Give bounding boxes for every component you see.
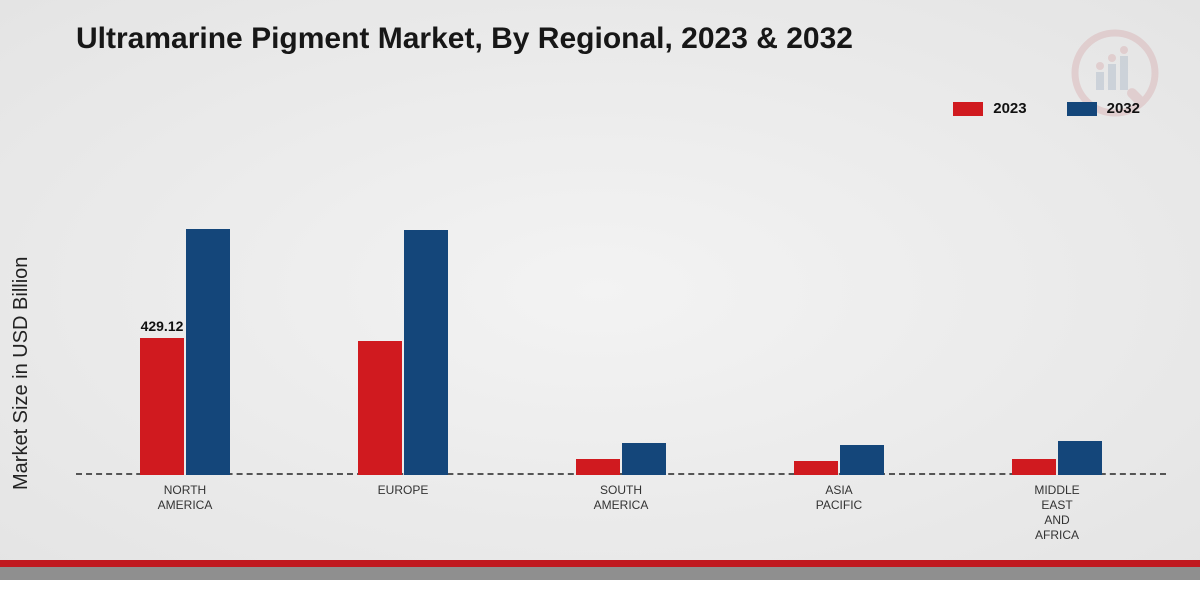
category-group: MIDDLE EAST AND AFRICA: [948, 441, 1166, 475]
category-label: NORTH AMERICA: [76, 483, 294, 513]
bar: [404, 230, 448, 475]
category-label: MIDDLE EAST AND AFRICA: [948, 483, 1166, 543]
legend: 2023 2032: [953, 100, 1140, 117]
footer-decoration: [0, 560, 1200, 580]
footer-gray-stripe: [0, 567, 1200, 580]
category-label: ASIA PACIFIC: [730, 483, 948, 513]
legend-item-2023: 2023: [953, 100, 1026, 117]
bar: 429.12: [140, 338, 184, 475]
legend-swatch-2023: [953, 102, 983, 116]
bar: [358, 341, 402, 475]
bar: [576, 459, 620, 475]
chart-container: Ultramarine Pigment Market, By Regional,…: [0, 0, 1200, 580]
plot-area: 429.12NORTH AMERICAEUROPESOUTH AMERICAAS…: [76, 155, 1166, 475]
legend-swatch-2032: [1067, 102, 1097, 116]
bar: [186, 229, 230, 475]
bar: [794, 461, 838, 475]
legend-label-2023: 2023: [993, 100, 1026, 117]
y-axis-label: Market Size in USD Billion: [10, 257, 33, 490]
category-label: EUROPE: [294, 483, 512, 498]
category-group: SOUTH AMERICA: [512, 443, 730, 475]
bar: [1012, 459, 1056, 475]
footer-red-stripe: [0, 560, 1200, 567]
category-group: EUROPE: [294, 230, 512, 475]
category-label: SOUTH AMERICA: [512, 483, 730, 513]
bar: [840, 445, 884, 475]
chart-title: Ultramarine Pigment Market, By Regional,…: [76, 22, 853, 56]
legend-item-2032: 2032: [1067, 100, 1140, 117]
category-group: 429.12NORTH AMERICA: [76, 229, 294, 475]
bar: [622, 443, 666, 475]
legend-label-2032: 2032: [1107, 100, 1140, 117]
category-group: ASIA PACIFIC: [730, 445, 948, 475]
bar: [1058, 441, 1102, 475]
